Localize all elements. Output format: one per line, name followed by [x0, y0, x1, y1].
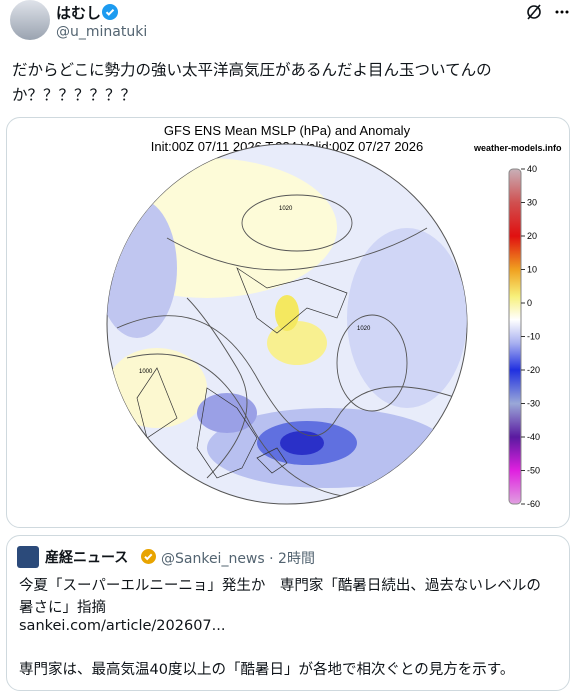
colorbar-tick-label: -60 — [527, 499, 540, 509]
colorbar-tick-label: 0 — [527, 298, 532, 308]
quote-headline: 暑さに」指摘 — [19, 600, 106, 616]
verified-badge — [141, 549, 156, 564]
verified-badge — [102, 4, 118, 20]
quote-avatar — [17, 546, 39, 568]
tweet-text-line: だからどこに勢力の強い太平洋高気圧があるんだよ目ん玉ついてんの — [12, 61, 492, 79]
anomaly-shading — [107, 158, 467, 488]
map-title: GFS ENS Mean MSLP (hPa) and Anomaly — [164, 123, 411, 138]
top-icons[interactable] — [524, 2, 572, 22]
colorbar-tick-label: -10 — [527, 332, 540, 342]
contour-label: 1020 — [279, 206, 293, 212]
quote-card[interactable]: 産経ニュース @Sankei_news · 2時間 今夏「スーパーエルニーニョ」… — [6, 535, 570, 691]
quote-link[interactable]: sankei.com/article/202607... — [19, 618, 226, 634]
avatar[interactable] — [10, 0, 50, 40]
colorbar-ticks: 40 30 20 10 0 -10 -20 -30 -40 -50 -60 — [521, 164, 540, 509]
weather-map: GFS ENS Mean MSLP (hPa) and Anomaly Init… — [106, 123, 562, 509]
colorbar-tick-label: 10 — [527, 265, 537, 275]
map-source: weather-models.info — [473, 143, 562, 153]
colorbar-tick-label: -40 — [527, 432, 540, 442]
contour-label: 1020 — [357, 326, 371, 332]
tweet-text-line: か？？？？？？？ — [12, 86, 137, 104]
quote-handle-time: @Sankei_news · 2時間 — [161, 551, 315, 567]
colorbar-tick-label: 40 — [527, 164, 537, 174]
contours — [116, 194, 458, 499]
quote-name: 産経ニュース — [45, 550, 129, 566]
colorbar-tick-label: 30 — [527, 198, 537, 208]
colorbar-tick-label: -50 — [527, 466, 540, 476]
colorbar — [508, 168, 522, 505]
colorbar-tick-label: 20 — [527, 231, 537, 241]
quote-headline: 今夏「スーパーエルニーニョ」発生か 専門家「酷暑日続出、過去ないレベルの — [19, 578, 541, 594]
quote-body: 専門家は、最高気温40度以上の「酷暑日」が各地で相次ぐとの見方を示す。 — [19, 662, 515, 678]
colorbar-tick-label: -20 — [527, 365, 540, 375]
display-name[interactable]: はむし — [56, 4, 102, 22]
colorbar-tick-label: -30 — [527, 399, 540, 409]
handle[interactable]: @u_minatuki — [56, 24, 148, 40]
contour-label: 1000 — [139, 369, 153, 375]
tweet-image[interactable]: GFS ENS Mean MSLP (hPa) and Anomaly Init… — [6, 117, 570, 528]
